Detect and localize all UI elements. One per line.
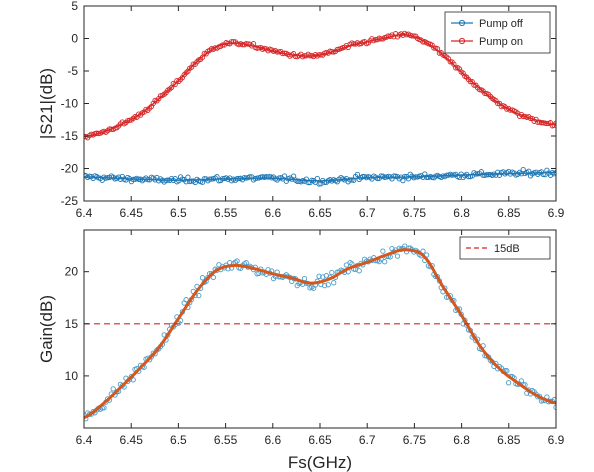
legend: 15dB (459, 236, 551, 260)
bottom-panel: 6.4 6.45 6.5 6.55 6.6 6.65 6.7 6.75 6.8 6.85 6.9 10… (37, 229, 565, 472)
y-tick-label: 20 (65, 265, 79, 279)
top-panel: 6.4 6.45 6.5 6.55 6.6 6.65 6.7 6.75 6.8 6.85 6.9 -2… (37, 0, 565, 220)
x-tick-label: 6.45 (120, 206, 144, 220)
x-tick-label: 6.65 (308, 433, 332, 447)
data-point (349, 177, 355, 183)
x-tick-label: 6.55 (214, 433, 238, 447)
series-line (84, 171, 556, 182)
plot-marks (84, 243, 556, 422)
data-point (101, 405, 107, 411)
data-point (374, 175, 381, 182)
data-point (423, 174, 430, 180)
data-point (343, 262, 350, 268)
data-point (210, 274, 217, 281)
x-tick-label: 6.85 (497, 433, 521, 447)
data-point (183, 297, 189, 303)
y-tick-label: -5 (67, 64, 78, 78)
y-tick-label: -25 (61, 194, 79, 208)
x-tick-label: 6.9 (548, 206, 565, 220)
data-point (228, 39, 235, 45)
x-tick-label: 6.8 (453, 206, 470, 220)
data-point (394, 253, 401, 259)
x-axis-title: Fs(GHz) (288, 453, 352, 472)
x-tick-label: 6.5 (170, 433, 187, 447)
y-tick-label: 0 (71, 32, 78, 46)
data-point (325, 282, 331, 288)
x-tick-label: 6.75 (403, 433, 427, 447)
data-point (130, 377, 136, 383)
data-point (190, 61, 196, 67)
x-tick-label: 6.85 (497, 206, 521, 220)
fit-line (84, 248, 556, 419)
y-tick-label: -10 (61, 97, 79, 111)
legend-label: Pump on (479, 36, 523, 48)
data-point (321, 282, 328, 289)
x-tick-label: 6.75 (403, 206, 427, 220)
legend: Pump off Pump on (444, 11, 551, 54)
data-point (110, 386, 116, 392)
plot-area (84, 230, 556, 428)
data-point (243, 260, 249, 266)
data-point (380, 248, 386, 254)
series-pump-on (84, 30, 556, 141)
data-point (292, 53, 299, 60)
x-tick-label: 6.7 (359, 433, 376, 447)
x-tick-label: 6.7 (359, 206, 376, 220)
data-point (505, 380, 512, 386)
series-trace-1 (84, 248, 556, 419)
data-point (199, 275, 206, 281)
y-tick-label: 10 (65, 369, 79, 383)
y-tick-label: -20 (61, 162, 79, 176)
legend-marker (458, 37, 466, 45)
x-tick-label: 6.4 (76, 433, 93, 447)
data-point (354, 171, 361, 178)
data-point (331, 280, 337, 286)
data-point (316, 273, 322, 279)
x-tick-label: 6.4 (76, 206, 93, 220)
legend-label: Pump off (479, 18, 524, 30)
y-tick-label: 15 (65, 317, 79, 331)
series-line (84, 33, 556, 138)
x-tick-label: 6.55 (214, 206, 238, 220)
y-tick-label: -15 (61, 129, 79, 143)
x-tick-label: 6.45 (120, 433, 144, 447)
y-axis-title: |S21|(dB) (37, 68, 56, 139)
data-point (347, 177, 353, 183)
legend-box (459, 236, 551, 260)
data-point (382, 259, 388, 265)
series-pump-off (84, 166, 556, 187)
data-point (329, 269, 335, 276)
legend-box (444, 11, 551, 54)
data-point (230, 38, 237, 45)
y-axis-title: Gain(dB) (37, 295, 56, 363)
x-tick-label: 6.9 (548, 433, 565, 447)
x-tick-label: 6.6 (264, 206, 281, 220)
data-point (507, 107, 514, 113)
data-point (504, 368, 510, 374)
data-point (391, 173, 397, 179)
data-point (480, 172, 486, 178)
x-tick-label: 6.5 (170, 206, 187, 220)
data-point (356, 268, 362, 274)
legend-label: 15dB (494, 243, 520, 255)
x-tick-label: 6.65 (308, 206, 332, 220)
data-point (431, 45, 437, 51)
x-tick-label: 6.6 (264, 433, 281, 447)
data-point (196, 292, 202, 299)
data-point (234, 258, 240, 264)
x-tick-label: 6.8 (453, 433, 470, 447)
y-tick-label: 5 (71, 0, 78, 13)
data-point (482, 90, 488, 97)
plot-marks (84, 30, 556, 187)
legend-marker (458, 19, 466, 27)
